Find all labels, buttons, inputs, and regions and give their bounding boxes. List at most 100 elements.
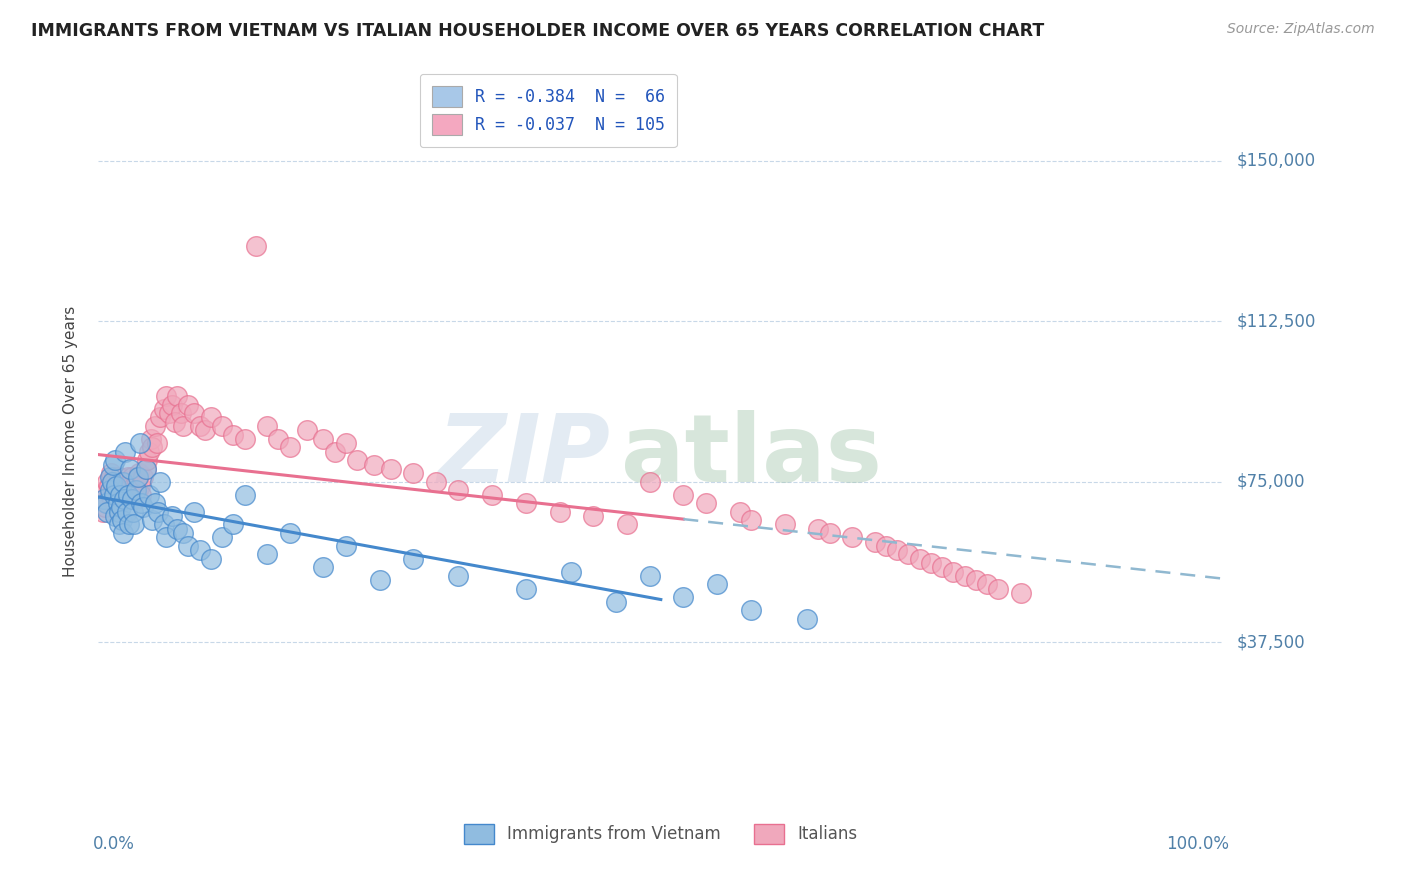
Point: [101, 483, 124, 498]
Point: [124, 517, 146, 532]
Point: [96, 496, 118, 510]
Point: [110, 496, 132, 510]
Point: [124, 483, 146, 498]
Point: [548, 505, 571, 519]
Point: [107, 505, 129, 519]
Point: [143, 496, 166, 510]
Point: [672, 487, 695, 501]
Point: [177, 398, 200, 412]
Point: [115, 487, 138, 501]
Point: [616, 517, 638, 532]
Point: [605, 594, 627, 608]
Point: [363, 458, 385, 472]
Point: [108, 483, 131, 498]
Point: [245, 239, 267, 253]
Point: [728, 505, 751, 519]
Point: [160, 508, 183, 523]
Point: [112, 491, 135, 506]
Point: [146, 436, 169, 450]
Point: [107, 479, 129, 493]
Point: [447, 483, 470, 498]
Point: [194, 423, 217, 437]
Point: [117, 487, 139, 501]
Point: [233, 487, 256, 501]
Point: [233, 432, 256, 446]
Point: [146, 505, 169, 519]
Point: [818, 526, 841, 541]
Text: $112,500: $112,500: [1237, 312, 1316, 330]
Point: [897, 548, 920, 562]
Point: [112, 475, 135, 489]
Point: [101, 491, 124, 506]
Point: [111, 487, 134, 501]
Point: [183, 505, 205, 519]
Point: [104, 453, 127, 467]
Point: [920, 556, 942, 570]
Point: [107, 491, 129, 506]
Point: [127, 483, 149, 498]
Point: [125, 475, 148, 489]
Point: [112, 526, 135, 541]
Text: atlas: atlas: [621, 410, 883, 502]
Point: [132, 500, 155, 515]
Y-axis label: Householder Income Over 65 years: Householder Income Over 65 years: [63, 306, 77, 577]
Point: [114, 444, 136, 458]
Point: [114, 479, 136, 493]
Point: [101, 475, 124, 489]
Point: [672, 591, 695, 605]
Point: [98, 470, 121, 484]
Point: [807, 522, 830, 536]
Point: [112, 483, 135, 498]
Point: [118, 491, 141, 506]
Point: [278, 526, 301, 541]
Point: [172, 419, 194, 434]
Point: [312, 432, 335, 446]
Point: [163, 415, 186, 429]
Point: [447, 569, 470, 583]
Point: [1010, 586, 1032, 600]
Point: [112, 491, 135, 506]
Point: [104, 475, 127, 489]
Point: [706, 577, 728, 591]
Point: [138, 444, 160, 458]
Point: [166, 522, 188, 536]
Point: [172, 526, 194, 541]
Point: [105, 487, 128, 501]
Point: [380, 462, 402, 476]
Point: [98, 487, 121, 501]
Point: [211, 530, 233, 544]
Point: [368, 573, 391, 587]
Point: [112, 475, 135, 489]
Point: [143, 419, 166, 434]
Point: [908, 551, 931, 566]
Point: [93, 491, 115, 506]
Point: [107, 517, 129, 532]
Point: [124, 491, 146, 506]
Point: [104, 508, 127, 523]
Text: $150,000: $150,000: [1237, 152, 1316, 169]
Point: [129, 496, 152, 510]
Point: [96, 496, 118, 510]
Point: [122, 505, 145, 519]
Text: Source: ZipAtlas.com: Source: ZipAtlas.com: [1227, 22, 1375, 37]
Point: [796, 612, 818, 626]
Point: [346, 453, 368, 467]
Point: [96, 475, 118, 489]
Point: [122, 487, 145, 501]
Point: [638, 475, 661, 489]
Point: [335, 436, 357, 450]
Point: [953, 569, 976, 583]
Point: [96, 483, 118, 498]
Point: [141, 432, 163, 446]
Point: [129, 436, 152, 450]
Point: [117, 470, 139, 484]
Point: [135, 462, 157, 476]
Point: [105, 479, 128, 493]
Point: [582, 508, 605, 523]
Point: [740, 603, 762, 617]
Point: [129, 479, 152, 493]
Point: [695, 496, 717, 510]
Point: [200, 410, 222, 425]
Point: [135, 462, 157, 476]
Point: [149, 410, 172, 425]
